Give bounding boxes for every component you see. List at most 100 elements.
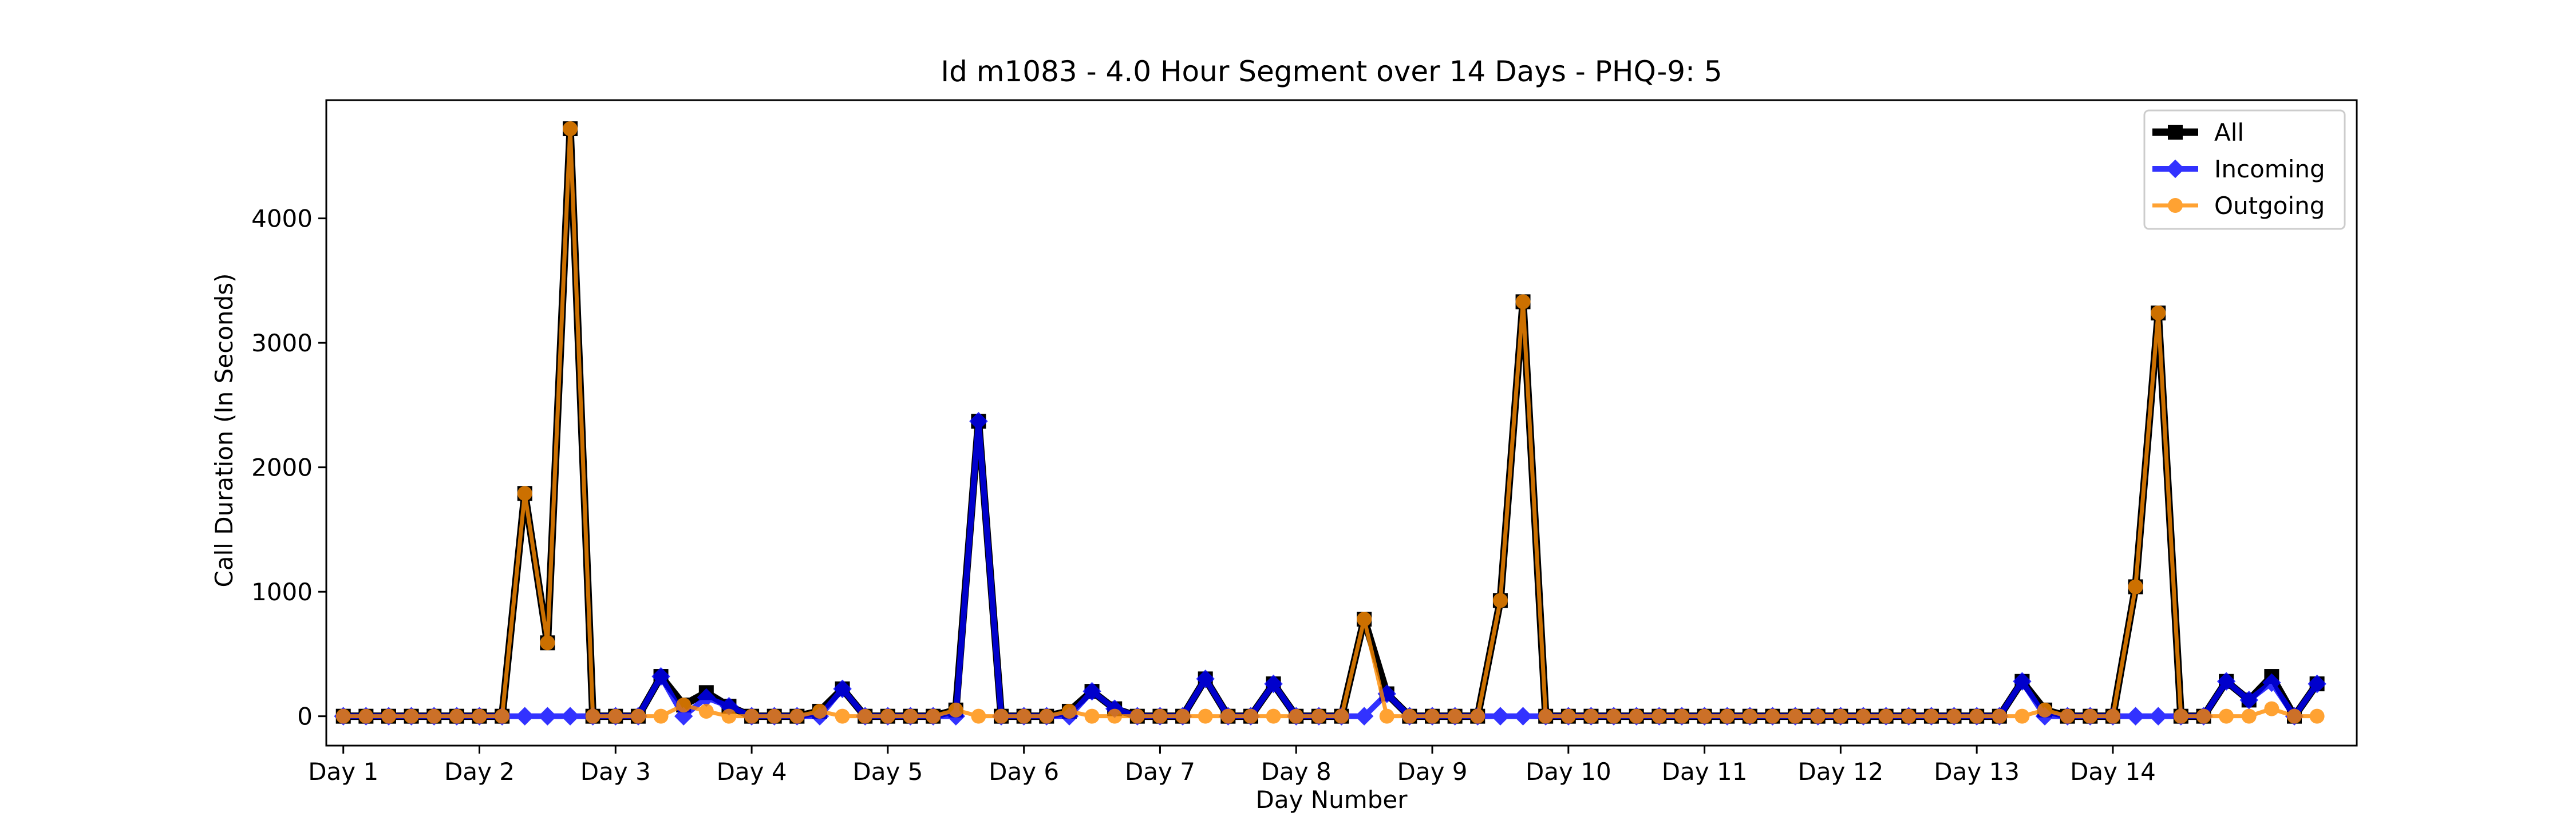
incoming-point: [833, 679, 852, 699]
outgoing-point: [449, 708, 464, 724]
outgoing-point: [1402, 708, 1417, 724]
outgoing-point: [1039, 708, 1054, 724]
plot-frame: [325, 99, 2358, 747]
outgoing-point: [812, 703, 827, 719]
outgoing-point: [744, 708, 760, 724]
incoming-point: [1196, 670, 1215, 688]
incoming-point: [651, 667, 670, 686]
outgoing-point: [880, 708, 895, 724]
outgoing-point: [2196, 708, 2211, 724]
legend: All Incoming Outgoing: [2143, 109, 2346, 230]
incoming-point: [2308, 674, 2326, 694]
chart-title: Id m1083 - 4.0 Hour Segment over 14 Days…: [941, 55, 1722, 88]
outgoing-point: [1923, 708, 1939, 724]
outgoing-point: [1788, 708, 1803, 724]
outgoing-point: [1266, 708, 1281, 724]
legend-entry-all: [2152, 125, 2198, 140]
outgoing-point: [630, 708, 646, 724]
outgoing-point: [903, 708, 918, 724]
x-tick-label: Day 3: [580, 758, 651, 786]
outgoing-point: [335, 708, 351, 724]
outgoing-line: [343, 126, 2317, 719]
outgoing-point: [676, 698, 692, 713]
outgoing-point: [563, 121, 578, 137]
legend-label-incoming: Incoming: [2214, 155, 2325, 183]
outgoing-point: [2309, 708, 2325, 724]
outgoing-point: [517, 486, 532, 501]
outgoing-point: [971, 708, 986, 724]
x-tick-label: Day 11: [1662, 758, 1748, 786]
outgoing-point: [426, 708, 442, 724]
x-tick-label: Day 4: [717, 758, 787, 786]
outgoing-point: [2060, 708, 2075, 724]
outgoing-point: [1425, 708, 1440, 724]
outgoing-point: [1946, 708, 1962, 724]
outgoing-point: [1016, 708, 1032, 724]
incoming-point: [697, 688, 716, 707]
outgoing-point: [540, 635, 555, 651]
outgoing-point: [2083, 708, 2098, 724]
outgoing-point: [1084, 708, 1100, 724]
outgoing-point: [2128, 579, 2143, 595]
legend-swatch-marker: [2166, 159, 2185, 179]
outgoing-point: [2014, 708, 2030, 724]
outgoing-point: [1674, 708, 1689, 724]
incoming-point: [560, 707, 580, 726]
outgoing-point: [858, 708, 873, 724]
legend-label-all: All: [2214, 118, 2244, 146]
outgoing-point: [1652, 708, 1667, 724]
outgoing-point: [1833, 708, 1848, 724]
x-axis-label: Day Number: [1255, 786, 1408, 814]
outgoing-point: [1107, 708, 1123, 724]
x-tick-label: Day 5: [852, 758, 923, 786]
outgoing-point: [1878, 708, 1894, 724]
outgoing-point: [789, 708, 805, 724]
outgoing-point: [948, 702, 963, 718]
outgoing-point: [1492, 593, 1508, 608]
incoming-point: [2013, 672, 2032, 691]
incoming-point: [538, 707, 557, 726]
outgoing-point: [1129, 708, 1145, 724]
outgoing-point: [653, 708, 669, 724]
x-tick-label: Day 8: [1261, 758, 1332, 786]
outgoing-point: [1152, 708, 1168, 724]
legend-box: [2143, 109, 2346, 230]
outgoing-point: [1697, 708, 1712, 724]
outgoing-point: [1765, 708, 1780, 724]
outgoing-point: [1311, 708, 1326, 724]
incoming-point: [2148, 707, 2168, 726]
incoming-point: [2262, 673, 2281, 692]
x-tick-label: Day 2: [444, 758, 515, 786]
outgoing-point: [1379, 708, 1394, 724]
legend-swatch-marker: [2168, 198, 2183, 213]
y-tick-label: 2000: [251, 454, 313, 482]
outgoing-point: [1583, 708, 1599, 724]
outgoing-point: [2287, 708, 2302, 724]
outgoing-point: [835, 708, 850, 724]
legend-swatch-marker: [2168, 125, 2183, 140]
outgoing-point: [1742, 708, 1757, 724]
outgoing-point: [1560, 708, 1576, 724]
outgoing-point: [1969, 708, 1985, 724]
outgoing-point: [2151, 305, 2166, 320]
outgoing-point: [495, 708, 510, 724]
legend-entry-incoming: [2152, 159, 2198, 179]
x-tick-label: Day 14: [2070, 758, 2156, 786]
outgoing-point: [721, 708, 737, 724]
outgoing-point: [1992, 708, 2007, 724]
incoming-point: [1354, 707, 1374, 726]
legend-entry-outgoing: [2152, 198, 2198, 213]
outgoing-point: [1720, 708, 1735, 724]
incoming-point: [2217, 672, 2236, 691]
plot-area: 0 1000 2000 3000 4000 Day 1 Day 2 Day 3 Day 4 Day…: [251, 99, 2358, 786]
x-tick-label: Day 9: [1397, 758, 1468, 786]
x-tick-label: Day 6: [989, 758, 1059, 786]
outgoing-point: [1901, 708, 1917, 724]
y-tick-label: 3000: [251, 329, 313, 357]
x-tick-label: Day 7: [1125, 758, 1195, 786]
outgoing-point: [1243, 708, 1258, 724]
incoming-point: [2239, 691, 2259, 710]
x-tick-label: Day 13: [1934, 758, 2020, 786]
outgoing-point: [2219, 708, 2234, 724]
